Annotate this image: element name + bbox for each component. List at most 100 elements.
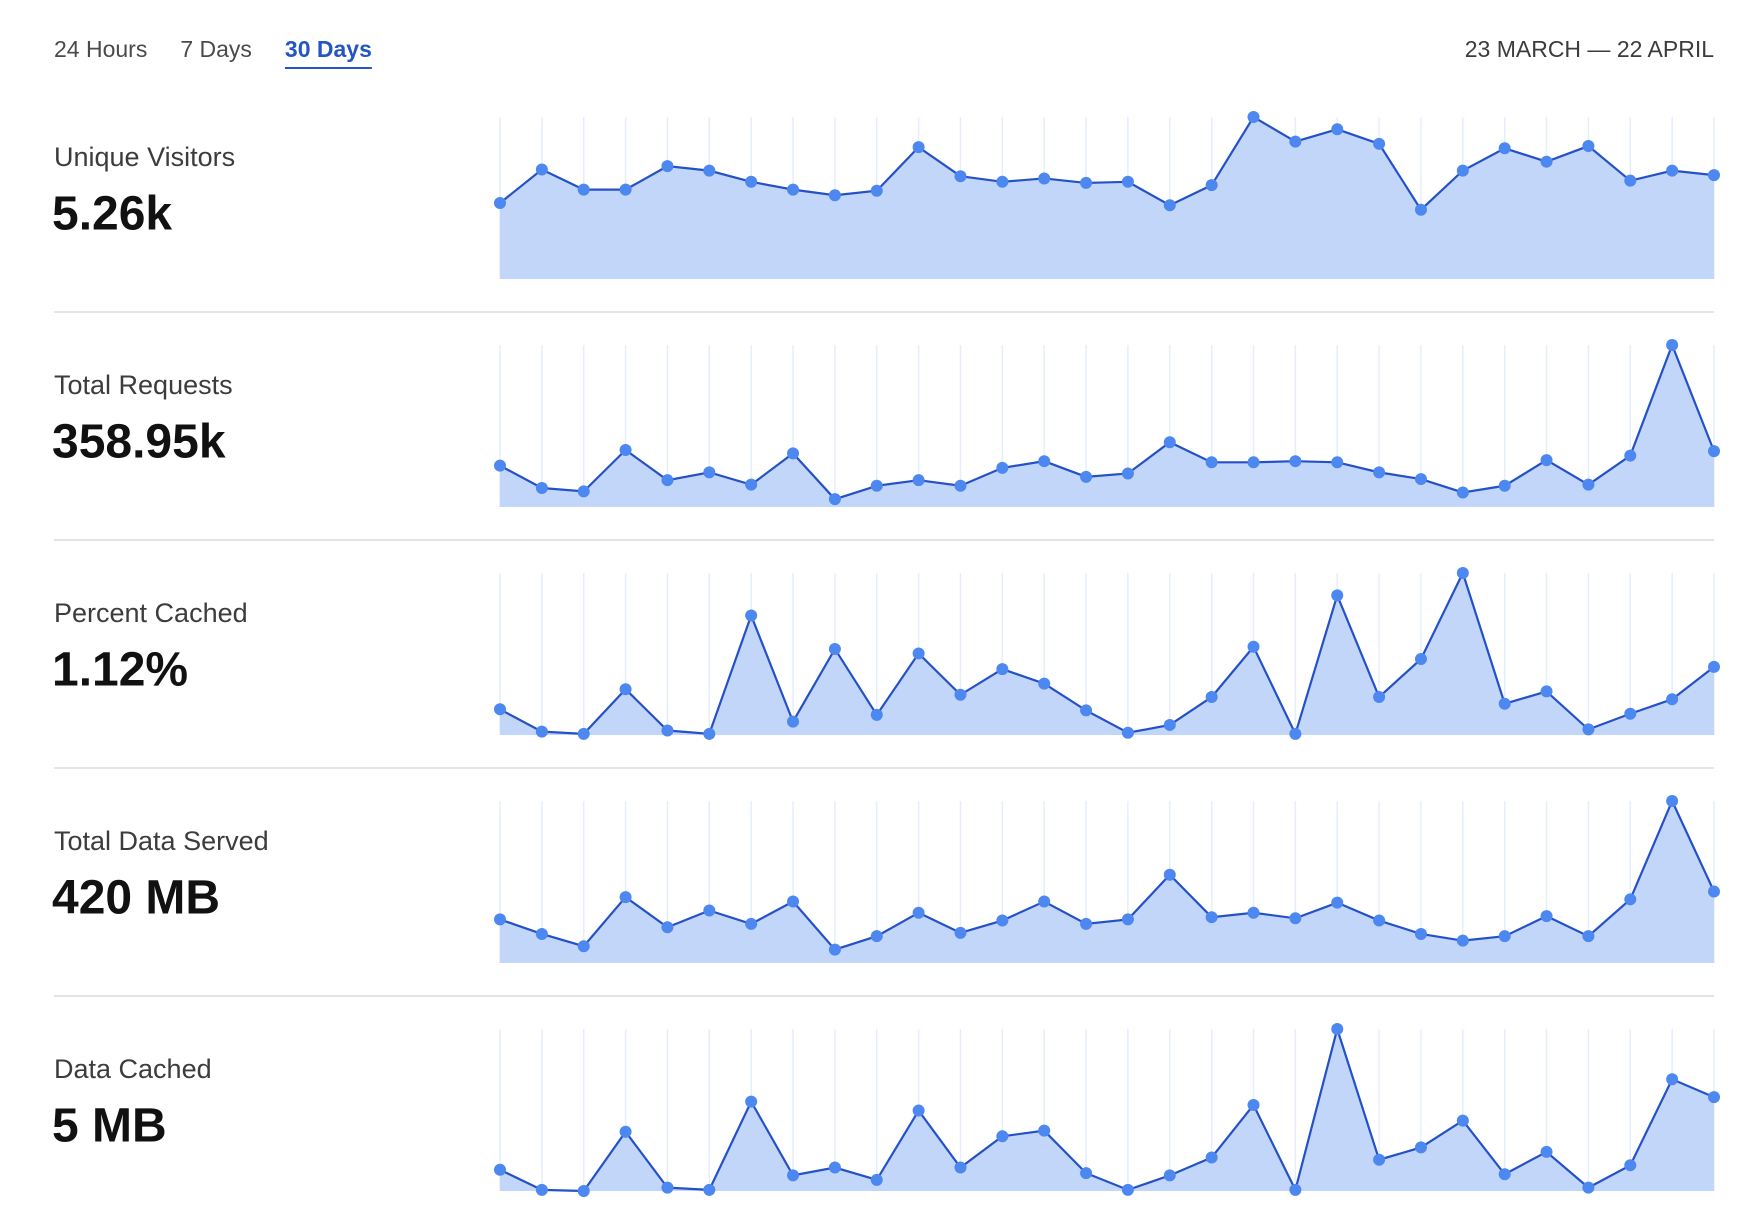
- data-point: [1289, 455, 1302, 468]
- data-point: [1456, 934, 1469, 947]
- data-point: [954, 170, 967, 183]
- data-point: [1540, 454, 1553, 467]
- data-point: [1708, 1091, 1720, 1104]
- metric-title: Total Data Served: [54, 826, 269, 856]
- data-point: [1121, 1183, 1134, 1196]
- data-point: [1456, 567, 1469, 579]
- data-point: [1205, 1151, 1218, 1164]
- data-point: [1624, 449, 1637, 462]
- data-point: [828, 189, 841, 202]
- data-point: [745, 609, 758, 622]
- data-point: [1456, 486, 1469, 499]
- data-point: [996, 1130, 1009, 1143]
- data-point: [1331, 456, 1344, 469]
- data-point: [1121, 913, 1134, 926]
- data-point: [1414, 1141, 1427, 1154]
- data-point: [1163, 868, 1176, 881]
- data-point: [787, 447, 800, 460]
- data-point: [954, 926, 967, 939]
- data-point: [703, 1183, 716, 1196]
- area-fill: [500, 801, 1714, 963]
- data-point: [870, 1173, 883, 1186]
- time-range-tab[interactable]: 24 Hours: [54, 36, 147, 62]
- data-point: [703, 466, 716, 479]
- data-point: [1582, 140, 1595, 153]
- data-point: [661, 160, 674, 173]
- data-point: [535, 482, 548, 495]
- data-point: [1373, 1153, 1386, 1166]
- data-point: [494, 913, 506, 926]
- data-point: [1289, 912, 1302, 925]
- data-point: [1163, 199, 1176, 212]
- data-point: [619, 891, 632, 904]
- date-range: 23 MARCH — 22 APRIL: [1465, 36, 1714, 62]
- data-point: [996, 461, 1009, 474]
- data-point: [912, 647, 925, 660]
- data-point: [1666, 164, 1679, 177]
- data-point: [1331, 1023, 1344, 1035]
- data-point: [1038, 895, 1051, 908]
- line: [499, 341, 1716, 501]
- data-point: [535, 163, 548, 176]
- data-point: [1414, 927, 1427, 940]
- data-point: [1038, 172, 1051, 185]
- time-range-tab[interactable]: 7 Days: [180, 36, 252, 62]
- data-point: [1038, 677, 1051, 690]
- data-point: [494, 703, 506, 716]
- metric-value: 358.95k: [52, 416, 226, 469]
- data-point: [1373, 466, 1386, 479]
- data-point: [1708, 169, 1720, 182]
- data-point: [661, 921, 674, 934]
- data-point: [577, 183, 590, 196]
- data-point: [1582, 930, 1595, 943]
- data-point: [619, 183, 632, 196]
- data-point: [828, 642, 841, 655]
- data-point: [1205, 911, 1218, 924]
- line: [499, 570, 1715, 737]
- data-point: [1247, 111, 1260, 123]
- area-fill: [500, 573, 1714, 735]
- data-point: [1708, 885, 1720, 898]
- metric-value: 420 MB: [52, 872, 220, 925]
- line: [499, 115, 1715, 212]
- metric-title: Data Cached: [54, 1054, 212, 1084]
- data-point: [1666, 339, 1679, 351]
- data-point: [745, 478, 758, 491]
- data-point: [1373, 914, 1386, 927]
- data-point: [703, 904, 716, 917]
- data-point: [1498, 930, 1511, 943]
- data-point: [1373, 691, 1386, 704]
- data-point: [1624, 893, 1637, 906]
- data-point: [535, 927, 548, 940]
- data-point: [1205, 691, 1218, 704]
- time-range-tab[interactable]: 30 Days: [285, 36, 372, 62]
- data-point: [870, 479, 883, 492]
- data-point: [1121, 175, 1134, 188]
- data-point: [1163, 1169, 1176, 1182]
- data-point: [1038, 1124, 1051, 1137]
- data-point: [954, 1161, 967, 1174]
- data-point: [494, 1163, 506, 1176]
- data-point: [996, 663, 1009, 676]
- data-point: [787, 183, 800, 196]
- data-point: [1498, 142, 1511, 155]
- data-point: [1582, 1181, 1595, 1194]
- data-point: [494, 459, 506, 472]
- data-point: [1289, 1183, 1302, 1196]
- data-point: [1331, 123, 1344, 136]
- data-point: [1080, 470, 1093, 483]
- data-point: [870, 708, 883, 721]
- data-point: [1038, 455, 1051, 468]
- area-fill: [500, 345, 1714, 507]
- data-point: [1666, 693, 1679, 706]
- data-point: [1331, 589, 1344, 602]
- data-point: [535, 1183, 548, 1196]
- line: [499, 798, 1715, 951]
- data-point: [1163, 718, 1176, 731]
- data-point: [1247, 1098, 1260, 1111]
- data-point: [1247, 906, 1260, 919]
- data-point: [1289, 135, 1302, 148]
- data-point: [619, 444, 632, 457]
- data-point: [745, 1095, 758, 1108]
